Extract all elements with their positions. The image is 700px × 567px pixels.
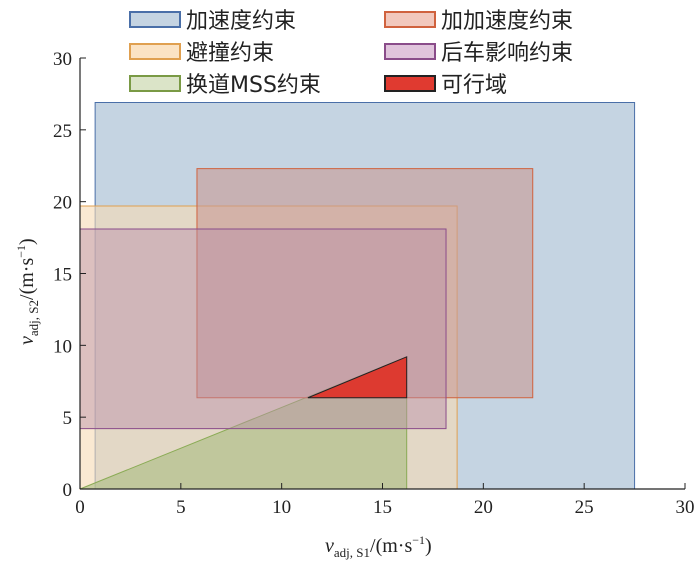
y-label-close: ) — [16, 238, 38, 245]
legend-label: 避撞约束 — [186, 41, 274, 66]
y-tick-label: 15 — [53, 265, 72, 286]
x-tick-label: 30 — [676, 497, 695, 518]
y-label-exp: −1 — [14, 245, 28, 258]
x-tick-label: 25 — [575, 497, 594, 518]
legend-swatch — [384, 43, 436, 60]
y-tick-label-0: 0 — [63, 480, 73, 501]
x-axis-label: vadj, S1/(m·s−1) — [325, 533, 432, 560]
legend-swatch — [129, 43, 181, 60]
x-label-exp: −1 — [412, 533, 425, 547]
y-tick-label: 25 — [53, 121, 72, 142]
legend-label: 加速度约束 — [186, 9, 296, 34]
x-label-unit: /(m·s — [370, 535, 412, 557]
x-tick-label: 20 — [474, 497, 493, 518]
y-label-unit: /(m·s — [16, 258, 38, 300]
legend-label: 加加速度约束 — [441, 9, 573, 34]
y-tick-label: 5 — [63, 408, 73, 429]
x-label-close: ) — [425, 535, 432, 557]
legend-swatch — [129, 75, 181, 92]
legend-label: 后车影响约束 — [441, 41, 573, 66]
legend-label: 可行域 — [441, 73, 507, 98]
legend-swatch — [129, 11, 181, 28]
x-tick-label: 15 — [373, 497, 392, 518]
y-label-sub: adj, S2 — [26, 300, 41, 336]
legend-label: 换道MSS约束 — [186, 73, 321, 98]
x-tick-label: 10 — [272, 497, 291, 518]
x-tick-label: 0 — [75, 497, 85, 518]
region-4 — [196, 168, 534, 399]
x-label-var: v — [325, 535, 334, 557]
region-5 — [79, 228, 447, 430]
region-6 — [307, 356, 408, 399]
y-tick-label: 30 — [53, 49, 72, 70]
y-tick-label: 10 — [53, 336, 72, 357]
x-label-sub: adj, S1 — [334, 545, 370, 560]
legend-swatch — [384, 11, 436, 28]
legend-swatch — [384, 75, 436, 92]
y-label-var: v — [16, 336, 38, 345]
y-tick-label: 20 — [53, 193, 72, 214]
x-tick-label: 5 — [176, 497, 186, 518]
y-axis-label: vadj, S2/(m·s−1) — [14, 238, 41, 345]
